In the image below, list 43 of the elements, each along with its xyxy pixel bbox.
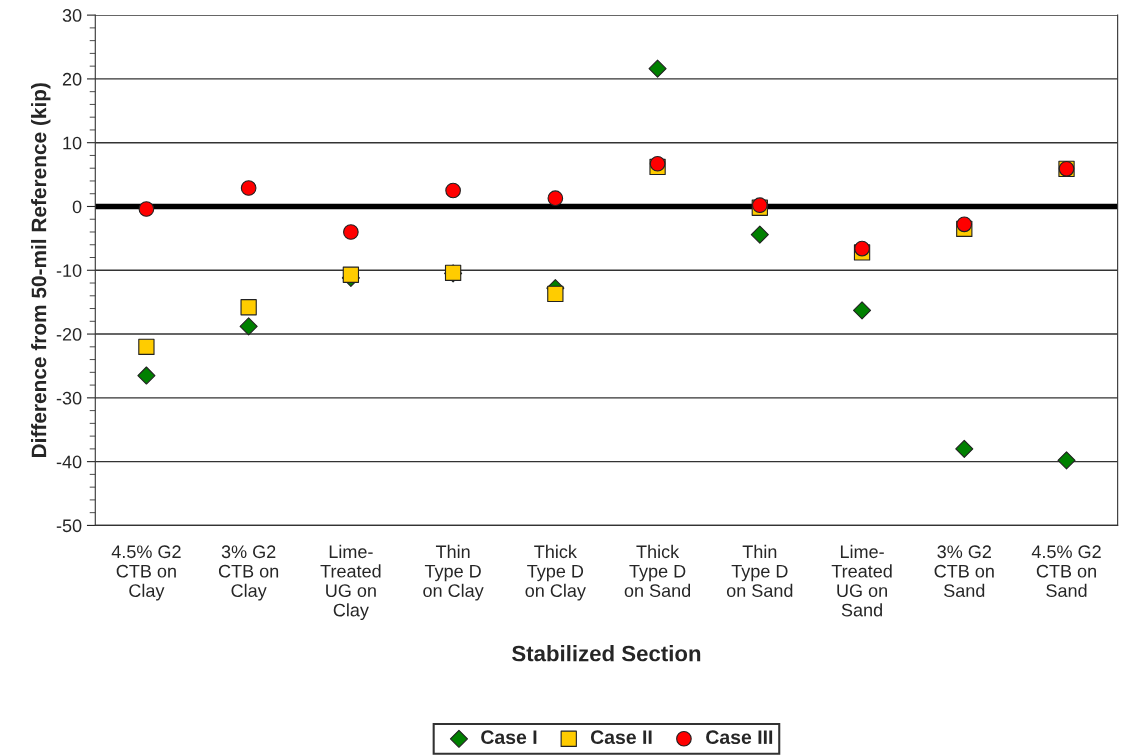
y-tick-label: 30 bbox=[62, 9, 82, 22]
point bbox=[239, 317, 258, 336]
point bbox=[1057, 451, 1076, 470]
y-axis-title: Difference from 50-mil Reference (kip) bbox=[31, 83, 51, 457]
point bbox=[343, 224, 359, 240]
point bbox=[648, 59, 667, 78]
y-tick-label: 10 bbox=[63, 136, 82, 150]
y-tick-label: -30 bbox=[56, 391, 82, 405]
point bbox=[956, 216, 973, 233]
x-tick-label: 3% G2 CTB on Sand bbox=[934, 545, 994, 598]
y-tick-label: 0 bbox=[72, 200, 82, 214]
y-tick-label: -50 bbox=[56, 519, 82, 533]
point bbox=[852, 301, 872, 320]
point bbox=[138, 338, 155, 355]
point bbox=[649, 155, 666, 172]
x-axis-title: Stabilized Section bbox=[512, 645, 701, 662]
point bbox=[137, 366, 156, 385]
y-tick-label: -40 bbox=[56, 455, 82, 469]
x-tick-label: Lime- Treated UG on Sand bbox=[831, 544, 892, 617]
x-tick-label: Thick Type D on Sand bbox=[624, 544, 691, 598]
x-tick-label: Lime- Treated UG on Clay bbox=[320, 544, 381, 621]
point bbox=[445, 182, 461, 199]
point bbox=[955, 439, 974, 458]
point bbox=[547, 285, 564, 303]
legend-label: Case I bbox=[481, 730, 537, 745]
point bbox=[240, 180, 257, 196]
point bbox=[138, 201, 155, 217]
x-tick-label: 4.5% G2 CTB on Clay bbox=[111, 545, 181, 601]
legend-label: Case III bbox=[706, 730, 773, 745]
point bbox=[547, 190, 564, 207]
point bbox=[854, 240, 870, 257]
x-tick-label: Thin Type D on Clay bbox=[423, 544, 484, 601]
x-tick-label: 3% G2 CTB on Clay bbox=[218, 545, 279, 601]
point bbox=[342, 266, 360, 283]
x-tick-label: 4.5% G2 CTB on Sand bbox=[1031, 545, 1101, 598]
y-tick-label: 20 bbox=[62, 72, 82, 86]
y-tick-label: -20 bbox=[56, 327, 82, 341]
x-tick-label: Thin Type D on Sand bbox=[726, 544, 793, 598]
y-tick-label: -10 bbox=[56, 264, 82, 277]
x-tick-label: Thick Type D on Clay bbox=[525, 544, 586, 601]
point bbox=[750, 225, 769, 244]
point bbox=[240, 299, 257, 316]
legend-label: Case II bbox=[590, 730, 652, 745]
